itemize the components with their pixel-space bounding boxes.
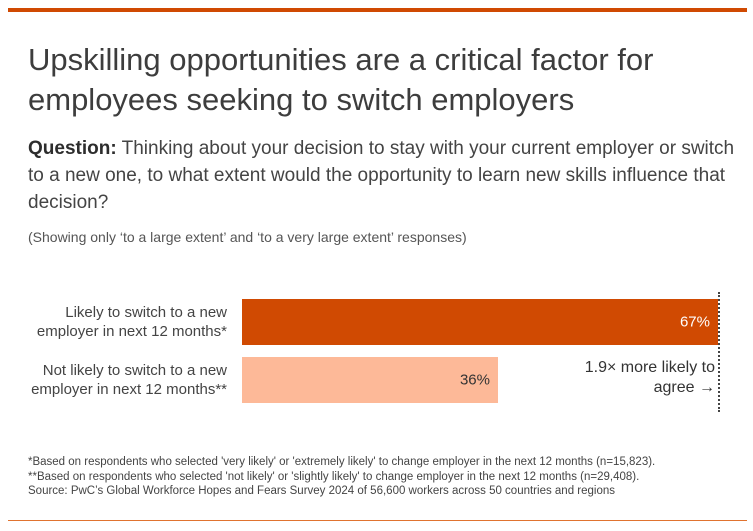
top-rule	[8, 8, 747, 12]
reference-dotted-line	[718, 292, 720, 412]
footnotes: *Based on respondents who selected 'very…	[28, 455, 655, 499]
comparison-annotation: 1.9× more likely to agree →	[584, 359, 715, 396]
category-label-likely: Likely to switch to a new employer in ne…	[36, 304, 227, 340]
footnote-1: *Based on respondents who selected 'very…	[28, 456, 656, 468]
category-label-not-likely: Not likely to switch to a new employer i…	[31, 362, 227, 398]
footnote-2: **Based on respondents who selected 'not…	[28, 470, 640, 483]
bar-value-likely: 67%	[679, 313, 710, 331]
source-note: Source: PwC’s Global Workforce Hopes and…	[28, 485, 616, 497]
bottom-rule	[8, 520, 747, 521]
question-body: Thinking about your decision to stay wit…	[28, 138, 735, 213]
chart-title: Upskilling opportunities are a critical …	[28, 42, 654, 117]
question-text: Question: Thinking about your decision t…	[28, 135, 748, 216]
responses-note: (Showing only ‘to a large extent’ and ‘t…	[28, 229, 467, 245]
question-label: Question:	[28, 138, 117, 159]
bar-likely: 67%	[242, 299, 718, 345]
bar-not-likely: 36%	[242, 357, 498, 403]
bar-value-not-likely: 36%	[459, 371, 490, 389]
